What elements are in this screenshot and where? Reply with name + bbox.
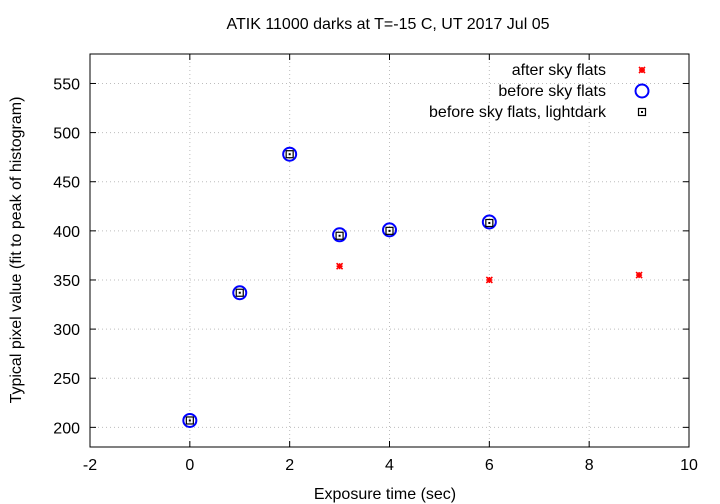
legend-label: before sky flats bbox=[498, 83, 606, 100]
y-tick-label: 450 bbox=[53, 175, 80, 192]
data-point-star bbox=[635, 271, 643, 279]
y-tick-label: 300 bbox=[53, 322, 80, 339]
data-point-square bbox=[385, 226, 394, 235]
y-axis-label: Typical pixel value (fit to peak of hist… bbox=[8, 97, 25, 404]
data-point-square bbox=[485, 218, 494, 228]
data-point-square bbox=[285, 150, 294, 159]
y-tick-label: 400 bbox=[53, 224, 80, 241]
x-axis-label: Exposure time (sec) bbox=[314, 486, 456, 503]
y-tick-label: 200 bbox=[53, 420, 80, 437]
x-tick-label: 0 bbox=[185, 457, 194, 474]
x-tick-label: 10 bbox=[680, 457, 698, 474]
y-tick-label: 500 bbox=[53, 126, 80, 143]
grid-lines bbox=[90, 54, 689, 447]
legend-label: before sky flats, lightdark bbox=[429, 104, 607, 121]
data-point-circle bbox=[382, 222, 397, 238]
data-point-square bbox=[235, 288, 244, 297]
legend-marker-square bbox=[637, 107, 647, 117]
legend-label: after sky flats bbox=[512, 62, 606, 79]
legend: after sky flats before sky flats before sk… bbox=[429, 62, 650, 121]
x-tick-label: 8 bbox=[585, 457, 594, 474]
x-tick-label: 6 bbox=[485, 457, 494, 474]
tick-labels: -2 0 2 4 6 8 10 200 250 300 350 400 450 500 550 bbox=[53, 76, 698, 474]
data-point-circle bbox=[332, 227, 348, 243]
data-point-star bbox=[336, 262, 344, 270]
data-points bbox=[182, 146, 643, 428]
data-point-square bbox=[185, 416, 194, 425]
x-tick-label: 2 bbox=[285, 457, 294, 474]
chart-title: ATIK 11000 darks at T=-15 C, UT 2017 Jul… bbox=[227, 16, 550, 33]
legend-marker-star bbox=[638, 66, 646, 74]
y-tick-label: 250 bbox=[53, 371, 80, 388]
axis-ticks bbox=[89, 54, 690, 447]
y-tick-label: 550 bbox=[53, 76, 80, 93]
legend-marker-circle bbox=[634, 83, 650, 99]
x-tick-label: 4 bbox=[385, 457, 394, 474]
data-point-circle bbox=[481, 214, 497, 230]
data-point-circle bbox=[182, 412, 198, 428]
data-point-circle bbox=[282, 146, 298, 162]
data-point-circle bbox=[232, 285, 248, 301]
data-point-star bbox=[485, 276, 493, 284]
y-tick-label: 350 bbox=[53, 273, 80, 290]
data-point-square bbox=[335, 231, 344, 240]
x-tick-label: -2 bbox=[83, 457, 97, 474]
